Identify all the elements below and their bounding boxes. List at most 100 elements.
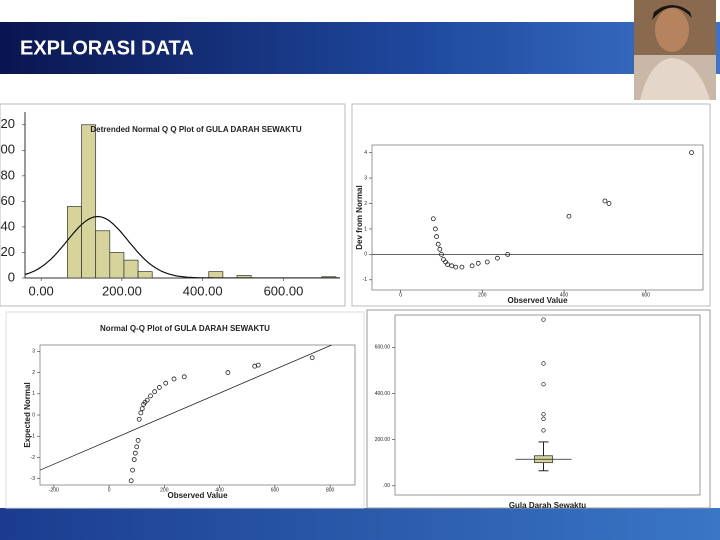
point [309,355,315,361]
title-band [0,22,720,74]
bar [137,271,153,279]
outlier [541,416,546,421]
y-tick-label: 0 [32,412,35,418]
y-tick-label: 4 [364,150,367,156]
point [163,380,169,386]
slide-title: EXPLORASI DATA [20,37,194,59]
y-tick-label: 2 [32,370,35,376]
x-tick-label: 0.00 [28,283,53,298]
point [453,264,459,270]
x-tick-label: 600 [642,292,651,298]
chart-title: Detrended Normal Q Q Plot of GULA DARAH … [90,125,301,134]
y-tick-label: 400.00 [375,391,391,397]
point [459,264,465,270]
charts: 0.00200.00400.00600.00020406080100120Det… [0,112,704,510]
point [130,467,135,473]
point [152,389,158,395]
point [171,376,177,382]
point [131,457,137,462]
footer-band [0,508,720,540]
point [132,450,138,456]
point [689,150,694,156]
chart: 0.00 200.00 400.00 600.00 0 20 40 60 80 100 120 [0,112,340,298]
panel [366,309,711,509]
panel [351,103,711,307]
panel [0,103,346,307]
x-tick-label: 400 [215,487,224,493]
point [156,385,162,390]
outlier [541,412,546,417]
y-tick-label: 2 [364,201,367,207]
point [136,416,142,422]
point [602,198,608,204]
point [255,362,261,368]
point [445,262,450,267]
y-tick-label: -3 [31,476,36,482]
outlier [541,382,546,387]
point [134,444,140,450]
x-tick-label: 600 [271,487,280,493]
panel [5,311,365,509]
point [135,438,141,443]
y-tick-label: -2 [31,455,36,461]
y-tick-label: 20 [1,244,15,259]
plot-frame [371,144,704,291]
bar [81,124,97,279]
point [148,393,153,399]
x-axis-label: Observed Value [167,491,228,500]
point [435,241,441,247]
y-tick-label: 200.00 [375,437,391,443]
point [434,234,439,239]
point [449,263,455,269]
y-tick-label: 600.00 [375,345,391,351]
normal-curve [25,215,340,278]
x-tick-label: 400 [560,292,569,298]
outlier [541,361,546,366]
y-tick-label: 1 [364,226,367,232]
y-tick-label: 3 [32,349,35,355]
y-tick-label: 100 [0,142,15,157]
y-tick-label: 1 [32,391,35,397]
x-tick-label: -200 [49,487,59,493]
bar [67,206,82,279]
x-tick-label: 200.00 [102,283,142,298]
reference-line [40,345,332,471]
bar [95,230,111,279]
point [430,216,436,222]
point [181,374,187,380]
x-tick-label: 600.00 [264,283,304,298]
x-axis-label: Observed Value [507,296,568,305]
point [475,260,481,266]
point [505,251,511,257]
chart-title: Normal Q-Q Plot of GULA DARAH SEWAKTU [100,324,270,333]
plot-frame [394,314,701,496]
point [138,410,144,416]
point [439,251,444,257]
point [144,397,150,403]
point [432,226,438,232]
x-tick-label: 0 [399,292,402,298]
point [484,259,490,265]
y-tick-label: 0 [364,252,367,258]
point [566,213,572,219]
point [139,406,145,412]
y-tick-label: -1 [31,434,36,440]
y-tick-label: -1 [363,277,368,283]
point [128,478,134,484]
y-axis-label: Expected Normal [23,382,32,447]
y-tick-label: 60 [1,193,15,208]
point [469,263,475,269]
bar [109,252,125,279]
chart: Normal Q-Q Plot of GULA DARAH SEWAKTU Obs… [23,324,356,500]
y-tick-label: 80 [1,167,15,182]
x-tick-label: 800 [326,487,335,493]
y-tick-label: 120 [0,116,15,131]
chart: Detrended Normal Q Q Plot of GULA DARAH … [90,125,704,305]
bar [123,259,139,279]
x-axis-label: Gula Darah Sewaktu [509,501,586,510]
point [437,246,443,252]
chart: Gula Darah Sewaktu .00 200.00 400.00 600.00 [375,314,701,510]
photo [634,0,716,100]
